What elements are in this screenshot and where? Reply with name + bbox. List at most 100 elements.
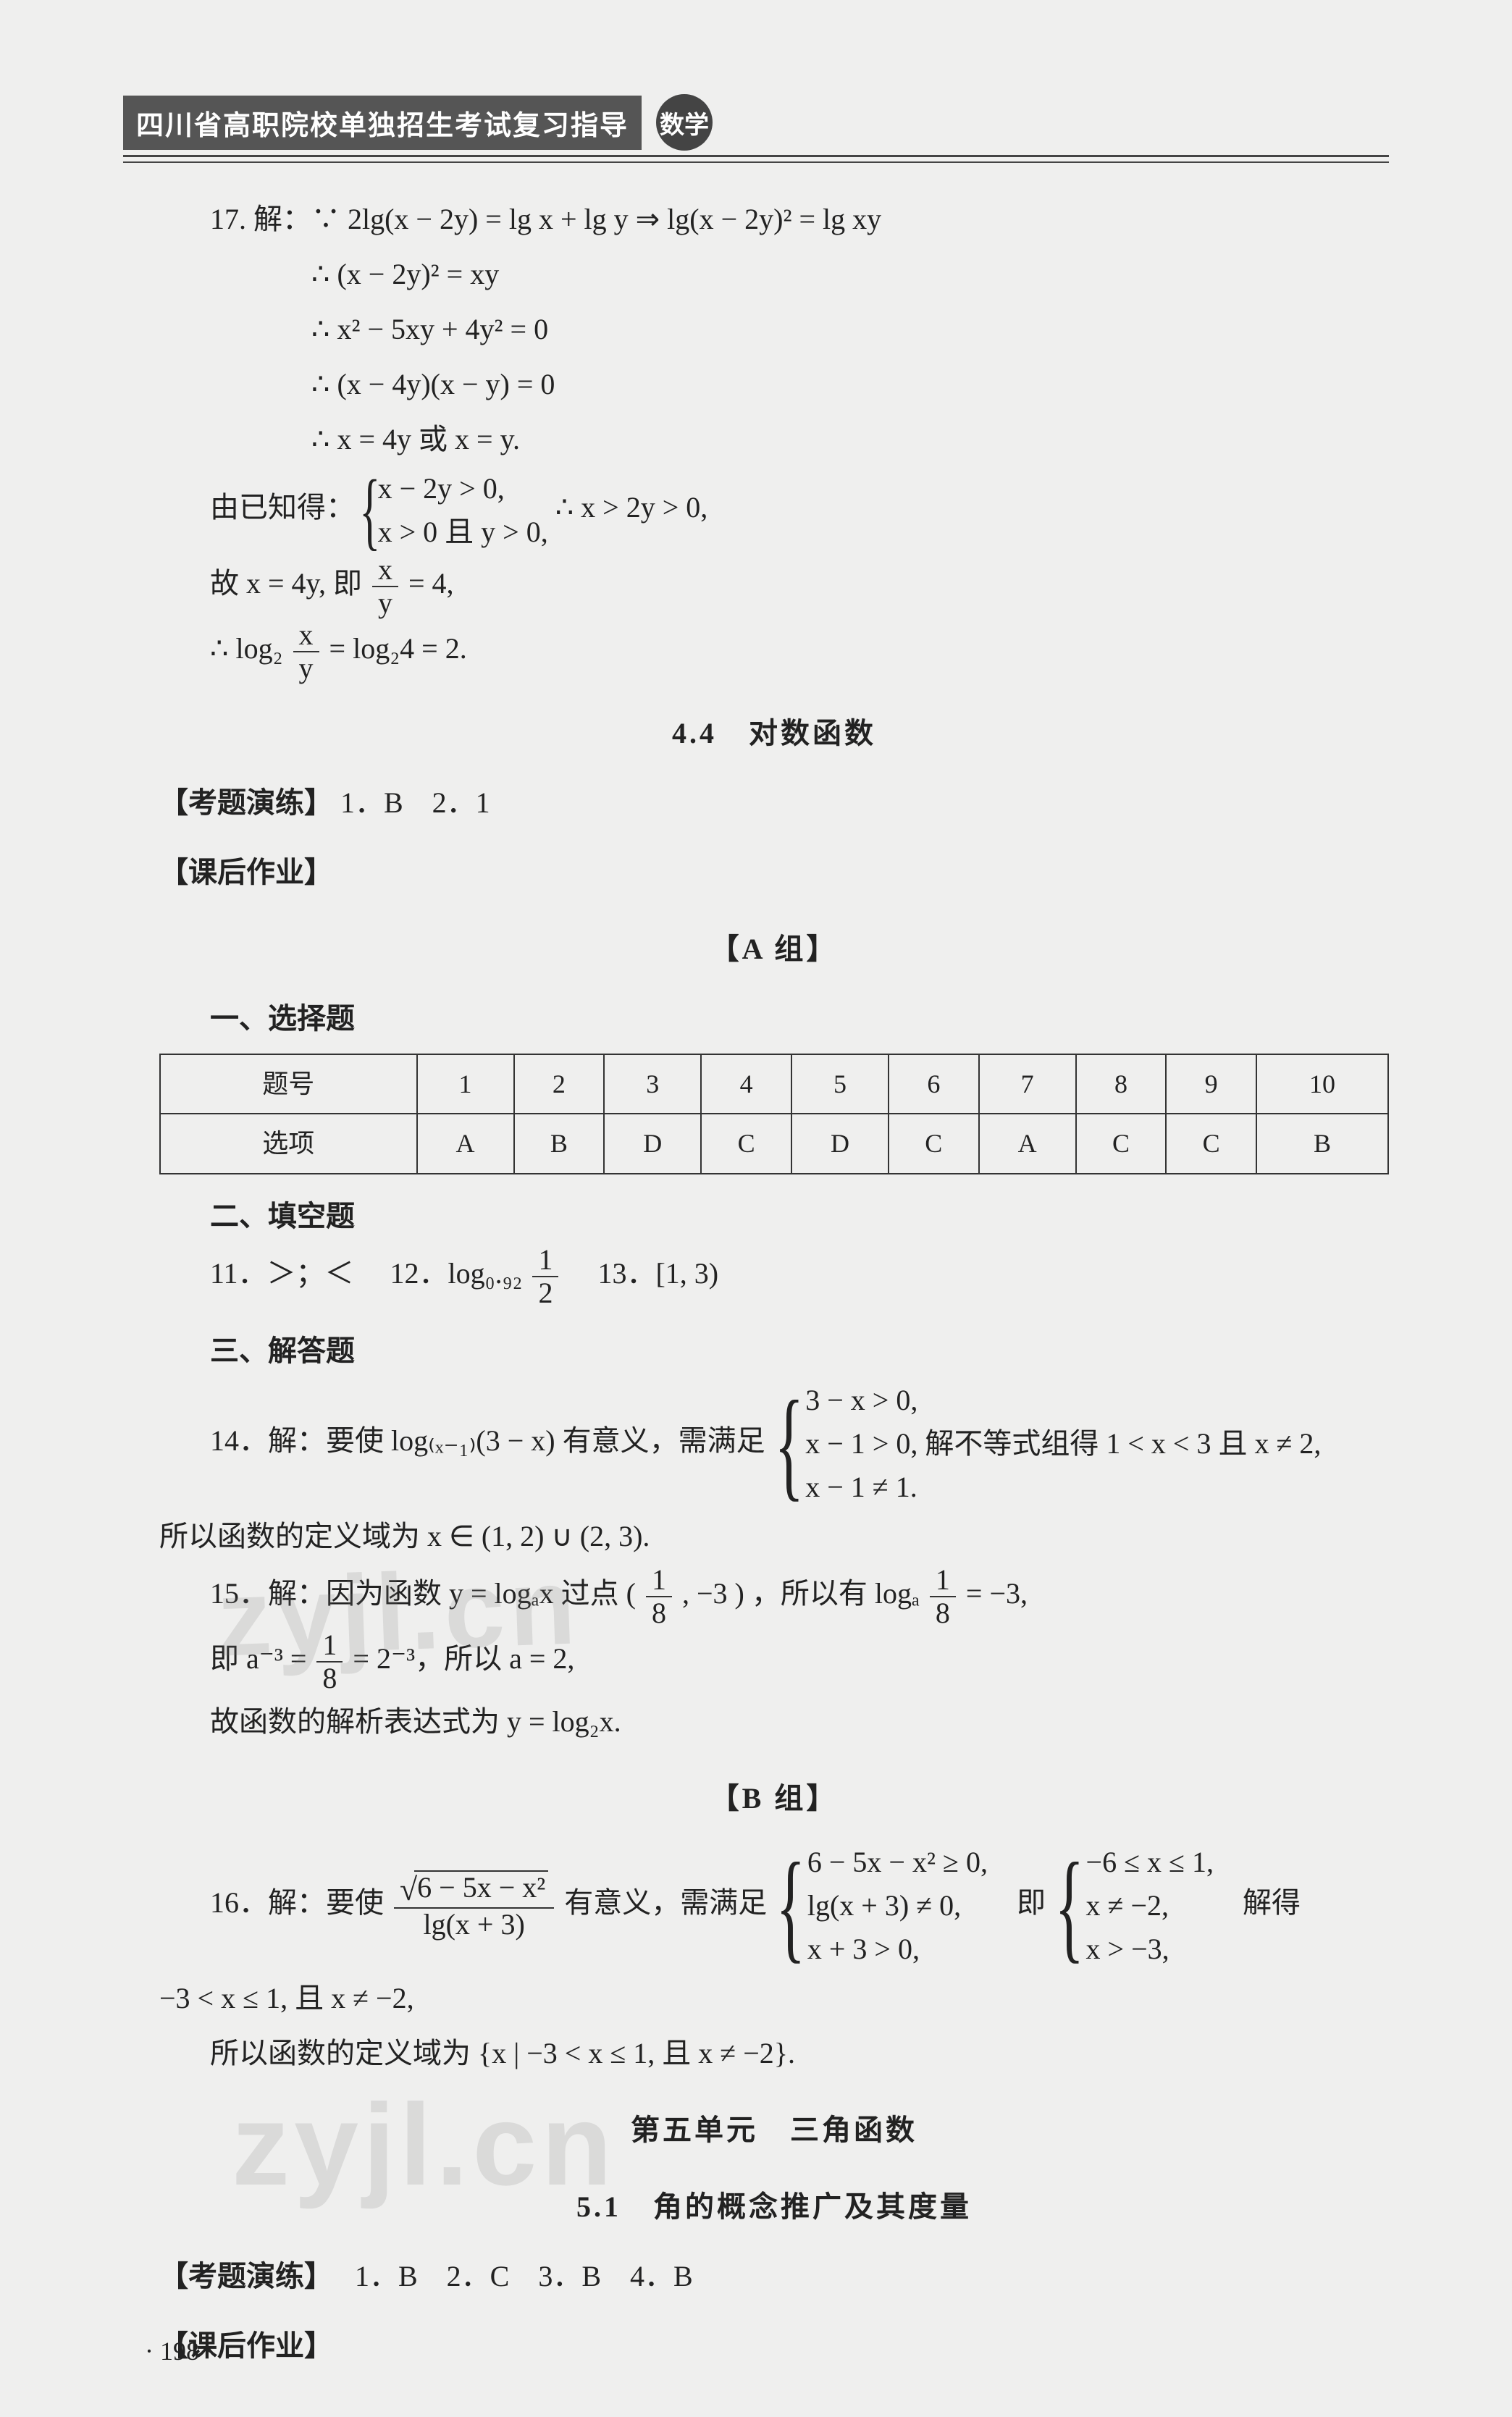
q16-c3: x + 3 > 0,	[807, 1928, 988, 1971]
q16-mid: 即	[1017, 1886, 1046, 1919]
fraction-1-8: 1 8	[646, 1564, 672, 1629]
q15-line1: 15．解：因为函数 y = logₐx 过点 ( 1 8 , −3 ) ，所以有…	[159, 1564, 1389, 1629]
q16-d1: −6 ≤ x ≤ 1,	[1086, 1841, 1214, 1884]
cell: B	[514, 1114, 605, 1173]
q14-cases: { 3 − x > 0, x − 1 > 0, 解不等式组得 1 < x < 3…	[773, 1379, 1322, 1509]
q17-l1: 解：∵ 2lg(x − 2y) = lg x + lg y ⇒ lg(x − 2…	[253, 203, 881, 235]
q15-f: 故函数的解析表达式为 y = log₂x.	[159, 1694, 1389, 1749]
q17-l7a: 故 x = 4y, 即	[210, 567, 362, 600]
kaoti-label: 【考题演练】	[159, 786, 333, 819]
q16-fraction: √6 − 5x − x² lg(x + 3)	[394, 1870, 554, 1941]
kehou-label: 【课后作业】	[159, 845, 1389, 900]
q17-given-prefix: 由已知得：	[210, 491, 355, 524]
q17-l4: ∴ (x − 4y)(x − y) = 0	[159, 357, 1389, 412]
cell: C	[1166, 1114, 1256, 1173]
q16-sqrt: √6 − 5x − x²	[394, 1870, 554, 1909]
q14-b: 解不等式组得 1 < x < 3 且 x ≠ 2,	[925, 1427, 1321, 1460]
header-rule	[123, 155, 1389, 163]
q16-f: −3 < x ≤ 1, 且 x ≠ −2,	[159, 1971, 1389, 2026]
cell: 6	[889, 1054, 979, 1114]
cell: C	[701, 1114, 791, 1173]
q14-c2: x − 1 > 0,	[805, 1427, 917, 1460]
section-5-1-title: 5.1 角的概念推广及其度量	[159, 2179, 1389, 2235]
fraction-x-over-y-2: x y	[293, 619, 319, 684]
q17-case-brace: { x − 2y > 0, x > 0 且 y > 0,	[362, 467, 548, 554]
cell: B	[1256, 1114, 1388, 1173]
q14-c3: x − 1 ≠ 1.	[805, 1466, 1321, 1509]
cell: 题号	[160, 1054, 417, 1114]
cell: 3	[604, 1054, 701, 1114]
q17-case1: x − 2y > 0,	[378, 467, 548, 510]
q17-l8b: = log₂4 = 2.	[329, 632, 467, 665]
page-number: · 198 ·	[145, 2336, 214, 2366]
q16-c2: lg(x + 3) ≠ 0,	[807, 1884, 988, 1928]
group-a-label: 【A 组】	[159, 922, 1389, 977]
q16-d2: x ≠ −2,	[1086, 1884, 1214, 1928]
q17-l2: ∴ (x − 2y)² = xy	[159, 247, 1389, 302]
subject-badge: 数学	[656, 94, 713, 151]
fraction-1-8-b: 1 8	[930, 1564, 956, 1629]
kaoti-answers: 1．B 2．1	[340, 786, 490, 819]
q17-l3: ∴ x² − 5xy + 4y² = 0	[159, 302, 1389, 357]
cell: 5	[791, 1054, 889, 1114]
kaoti-line: 【考题演练】 1．B 2．1	[159, 775, 1389, 831]
fraction-1-2: 1 2	[532, 1244, 558, 1309]
q16-a: 16．解：要使	[210, 1886, 391, 1919]
q17-l7b: = 4,	[408, 567, 454, 600]
cell: 10	[1256, 1054, 1388, 1114]
cell: 9	[1166, 1054, 1256, 1114]
header-title: 四川省高职院校单独招生考试复习指导	[123, 96, 642, 150]
section-4-4-title: 4.4 对数函数	[159, 706, 1389, 761]
q15-pt-close: , −3 )	[682, 1577, 744, 1610]
q15-c: = −3,	[966, 1577, 1028, 1610]
cell: 4	[701, 1054, 791, 1114]
choice-heading: 一、选择题	[159, 991, 1389, 1046]
q17: 17. 解：∵ 2lg(x − 2y) = lg x + lg y ⇒ lg(x…	[159, 192, 1389, 247]
q14-c2-wrap: x − 1 > 0, 解不等式组得 1 < x < 3 且 x ≠ 2,	[805, 1422, 1321, 1466]
q16-line1: 16．解：要使 √6 − 5x − x² lg(x + 3) 有意义，需满足 {…	[159, 1841, 1389, 1971]
q17-l8a: ∴ log₂	[210, 632, 290, 665]
cell: D	[604, 1114, 701, 1173]
content-area: 17. 解：∵ 2lg(x − 2y) = lg x + lg y ⇒ lg(x…	[123, 192, 1389, 2374]
unit5-title: 第五单元 三角函数	[159, 2103, 1389, 2158]
cell: 7	[979, 1054, 1076, 1114]
fill-answers: 11．＞；＜ 12．log₀.₉₂ 1 2 13．[1, 3)	[159, 1244, 1389, 1309]
q17-num: 17.	[210, 203, 246, 235]
group-b-label: 【B 组】	[159, 1771, 1389, 1826]
q15-b: ，所以有 logₐ	[752, 1577, 927, 1610]
unit5-kehou: 【课后作业】	[159, 2319, 1389, 2374]
cell: 1	[417, 1054, 514, 1114]
cell: 8	[1076, 1054, 1167, 1114]
q17-given: 由已知得： { x − 2y > 0, x > 0 且 y > 0, ∴ x >…	[159, 467, 1389, 554]
unit5-kaoti-line: 【考题演练】 1．B 2．C 3．B 4．B	[159, 2249, 1389, 2304]
unit5-kaoti-label: 【考题演练】	[159, 2260, 333, 2292]
q15-e: = 2⁻³，所以 a = 2,	[353, 1642, 574, 1675]
q15-line2: 即 a⁻³ = 1 8 = 2⁻³，所以 a = 2,	[159, 1629, 1389, 1694]
q17-l7: 故 x = 4y, 即 x y = 4,	[159, 554, 1389, 619]
q14-a: 14．解：要使 log₍ₓ₋₁₎(3 − x) 有意义，需满足	[210, 1424, 765, 1457]
header-bar: 四川省高职院校单独招生考试复习指导 数学	[123, 94, 1389, 151]
q16-g: 所以函数的定义域为 {x | −3 < x ≤ 1, 且 x ≠ −2}.	[159, 2026, 1389, 2081]
q15-d: 即 a⁻³ =	[210, 1642, 314, 1675]
fill-heading: 二、填空题	[159, 1189, 1389, 1244]
cell: D	[791, 1114, 889, 1173]
q17-l5: ∴ x = 4y 或 x = y.	[159, 412, 1389, 467]
cell: 选项	[160, 1114, 417, 1173]
fraction-1-8-c: 1 8	[316, 1629, 343, 1694]
unit5-kaoti: 1．B 2．C 3．B 4．B	[355, 2260, 693, 2292]
q14-c1: 3 − x > 0,	[805, 1379, 1321, 1422]
q17-l8: ∴ log₂ x y = log₂4 = 2.	[159, 619, 1389, 684]
q14-line1: 14．解：要使 log₍ₓ₋₁₎(3 − x) 有意义，需满足 { 3 − x …	[159, 1379, 1389, 1509]
q16-cases-2: { −6 ≤ x ≤ 1, x ≠ −2, x > −3,	[1053, 1841, 1214, 1971]
answer-table: 题号 1 2 3 4 5 6 7 8 9 10 选项 A B D C D C A	[159, 1054, 1389, 1174]
q16-cases-1: { 6 − 5x − x² ≥ 0, lg(x + 3) ≠ 0, x + 3 …	[774, 1841, 988, 1971]
q12a: 12．log₀.₉₂	[390, 1257, 530, 1290]
q15-a: 15．解：因为函数 y = logₐx 过点	[210, 1577, 626, 1610]
q15-pt-open: (	[626, 1577, 643, 1610]
solve-heading: 三、解答题	[159, 1324, 1389, 1379]
q16-c1: 6 − 5x − x² ≥ 0,	[807, 1841, 988, 1884]
cell: 2	[514, 1054, 605, 1114]
q14-c: 所以函数的定义域为 x ∈ (1, 2) ∪ (2, 3).	[159, 1509, 1389, 1564]
cell: C	[1076, 1114, 1167, 1173]
cell: C	[889, 1114, 979, 1173]
